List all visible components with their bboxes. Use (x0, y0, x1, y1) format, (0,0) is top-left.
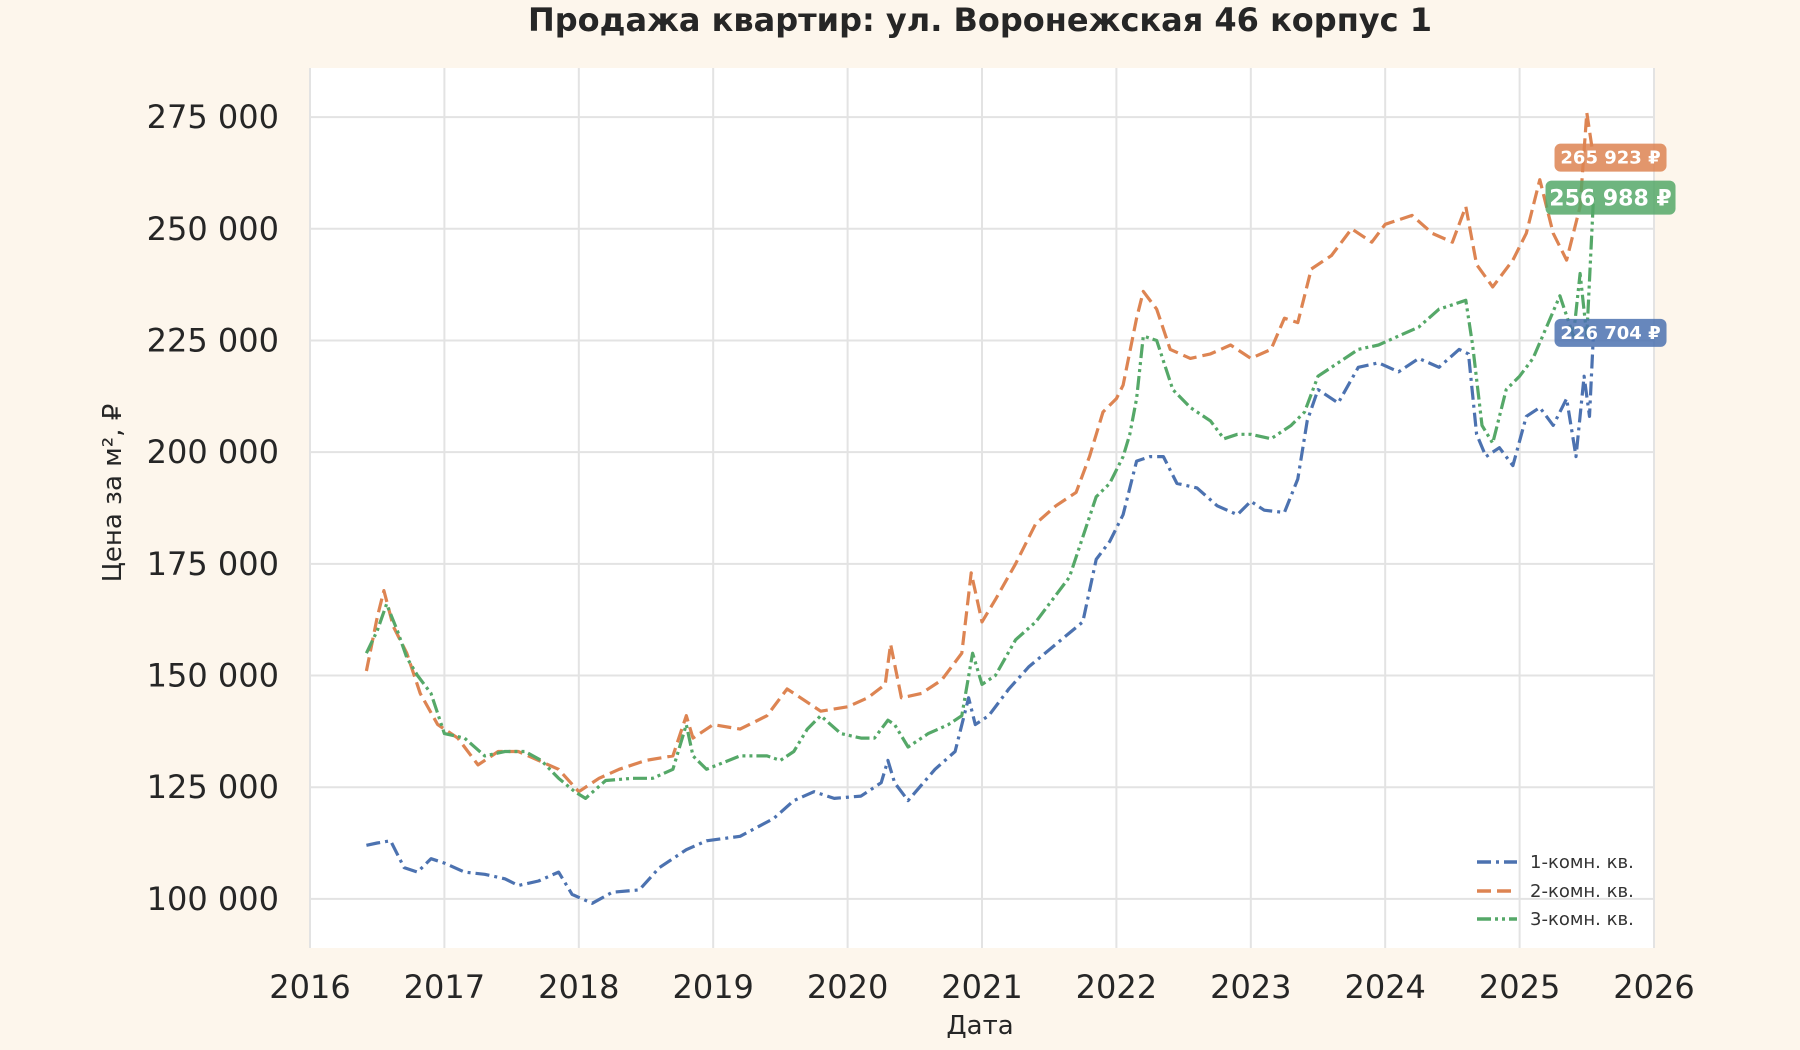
x-tick-label: 2018 (538, 968, 619, 1006)
end-label-1-room: 226 704 ₽ (1554, 318, 1667, 347)
y-tick-label: 250 000 (147, 210, 279, 248)
y-tick-label: 175 000 (147, 545, 279, 583)
x-tick-label: 2016 (269, 968, 350, 1006)
x-tick-label: 2026 (1613, 968, 1694, 1006)
y-tick-label: 225 000 (147, 321, 279, 359)
series-line-3-room (364, 197, 1596, 801)
x-tick-label: 2017 (404, 968, 485, 1006)
x-tick-label: 2025 (1479, 968, 1560, 1006)
y-tick-label: 100 000 (147, 880, 279, 918)
x-tick-label: 2023 (1210, 968, 1291, 1006)
x-tick-label: 2019 (672, 968, 753, 1006)
end-label-text: 265 923 ₽ (1560, 148, 1660, 169)
end-labels: 226 704 ₽ 265 923 ₽ 256 988 ₽ (1545, 143, 1676, 347)
legend-label-3-room: 3-комн. кв. (1530, 909, 1634, 930)
grid-lines (309, 68, 1655, 948)
x-tick-label: 2021 (941, 968, 1022, 1006)
x-axis-title: Дата (946, 1011, 1013, 1041)
end-label-3-room: 256 988 ₽ (1545, 180, 1676, 215)
series-line-2-room (364, 111, 1596, 794)
legend: 1-комн. кв. 2-комн. кв. 3-комн. кв. (1477, 852, 1634, 930)
x-tick-label: 2020 (807, 968, 888, 1006)
y-tick-label: 150 000 (147, 657, 279, 695)
y-tick-label: 125 000 (147, 768, 279, 806)
chart-title: Продажа квартир: ул. Воронежская 46 корп… (528, 1, 1432, 39)
end-label-box (1554, 318, 1667, 347)
end-label-text: 256 988 ₽ (1549, 187, 1671, 212)
legend-label-2-room: 2-комн. кв. (1530, 881, 1634, 902)
x-tick-label: 2022 (1076, 968, 1157, 1006)
y-axis-title: Цена за м², ₽ (98, 404, 128, 583)
x-tick-label: 2024 (1344, 968, 1425, 1006)
y-tick-label: 200 000 (147, 433, 279, 471)
series-lines (364, 111, 1596, 905)
end-label-box (1545, 180, 1676, 215)
end-label-text: 226 704 ₽ (1560, 323, 1660, 344)
y-tick-label: 275 000 (147, 98, 279, 136)
end-label-2-room: 265 923 ₽ (1554, 143, 1667, 172)
legend-label-1-room: 1-комн. кв. (1530, 852, 1634, 873)
tick-labels: 2016 2017 2018 2019 2020 2021 2022 2023 2024 2025… (147, 98, 1695, 1006)
end-label-box (1554, 143, 1667, 172)
